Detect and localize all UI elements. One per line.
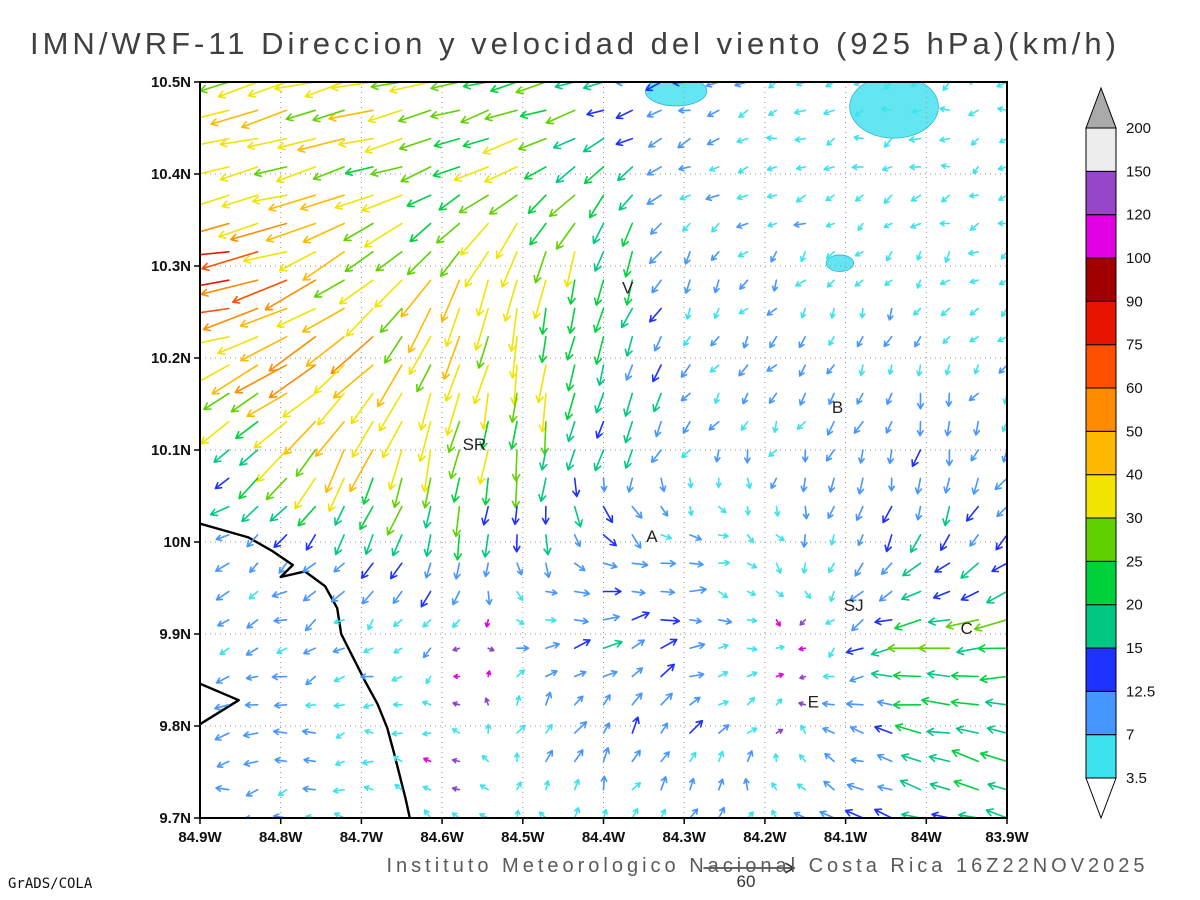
axes: 84.9W 84.8W 84.7W 84.6W 84.5W 84.4W 84.3W 84.2W…: [151, 74, 1030, 846]
station-label: SJ: [844, 596, 864, 615]
y-tick-label: 9.9N: [159, 626, 191, 643]
station-label: SR: [463, 435, 487, 454]
y-tick-label: 10.3N: [151, 258, 191, 275]
speed-shading-patches: [645, 82, 939, 272]
colorbar-below-arrow: [1085, 777, 1117, 820]
colorbar-above-arrow: [1085, 86, 1117, 129]
colorbar-tick-label: 150: [1126, 163, 1151, 180]
colorbar-tick-label: 100: [1126, 250, 1151, 267]
colorbar-tick-label: 60: [1126, 380, 1143, 397]
station-label: B: [832, 398, 843, 417]
reference-vector: [703, 862, 796, 874]
x-tick-label: 84.8W: [259, 829, 303, 846]
x-tick-label: 84.9W: [178, 829, 222, 846]
station-label: A: [646, 527, 658, 546]
colorbar-tick-label: 90: [1126, 293, 1143, 310]
station-label: V: [622, 279, 634, 298]
x-tick-label: 84.1W: [824, 829, 868, 846]
footer-caption: Instituto Meteorologico Nacional Costa R…: [386, 855, 1149, 877]
station-label: C: [961, 619, 973, 638]
colorbar-tick-label: 7: [1126, 727, 1134, 744]
colorbar-tick-label: 12.5: [1126, 683, 1155, 700]
y-tick-label: 10.2N: [151, 350, 191, 367]
colorbar-tick-label: 20: [1126, 597, 1143, 614]
chart-title: IMN/WRF-11 Direccion y velocidad del vie…: [30, 26, 1120, 61]
y-tick-label: 10.5N: [151, 74, 191, 91]
colorbar-tick-label: 120: [1126, 207, 1151, 224]
colorbar-tick-label: 25: [1126, 553, 1143, 570]
reference-vector-label: 60: [736, 872, 756, 891]
x-tick-label: 84.5W: [501, 829, 545, 846]
x-tick-label: 84.3W: [663, 829, 707, 846]
x-tick-label: 84.7W: [340, 829, 384, 846]
x-tick-label: 84.6W: [420, 829, 464, 846]
colorbar-tick-label: 15: [1126, 640, 1143, 657]
x-tick-label: 84.2W: [743, 829, 787, 846]
colorbar-tick-label: 40: [1126, 467, 1143, 484]
y-tick-label: 10N: [163, 534, 191, 551]
station-label: E: [808, 693, 819, 712]
colorbar-tick-label: 3.5: [1126, 770, 1147, 787]
colorbar-tick-label: 200: [1126, 120, 1151, 137]
grads-cola-credit: GrADS/COLA: [8, 876, 93, 892]
wind-vectors: [200, 82, 1007, 818]
colorbar-tick-label: 50: [1126, 423, 1143, 440]
y-tick-label: 10.1N: [151, 442, 191, 459]
colorbar-tick-label: 30: [1126, 510, 1143, 527]
x-tick-label: 84.4W: [582, 829, 626, 846]
colorbar-tick-label: 75: [1126, 337, 1143, 354]
y-tick-label: 9.8N: [159, 718, 191, 735]
y-tick-label: 9.7N: [159, 810, 191, 827]
x-tick-label: 84W: [911, 829, 943, 846]
x-tick-label: 83.9W: [985, 829, 1029, 846]
station-labels: V B SR A SJ C E: [463, 279, 973, 712]
y-tick-label: 10.4N: [151, 166, 191, 183]
colorbar: 3.5 7 12.5 15 20 25 30 40 50 60 75 90 100 120 150 200: [1085, 86, 1155, 820]
